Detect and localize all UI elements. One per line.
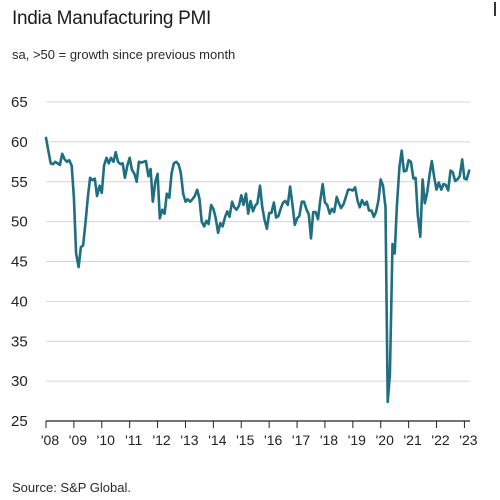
x-tick-label-2016: '16 (264, 432, 282, 448)
x-tick-label-2010: '10 (97, 432, 115, 448)
x-tick-label-2015: '15 (236, 432, 254, 448)
axes (45, 420, 470, 428)
y-tick-label-30: 30 (11, 373, 28, 390)
x-tick-label-2014: '14 (208, 432, 226, 448)
x-tick-label-2011: '11 (125, 432, 142, 448)
y-tick-labels: 25 30 35 40 45 50 55 60 65 (11, 94, 28, 430)
y-tick-label-65: 65 (11, 94, 28, 111)
x-tick-label-2019: '19 (348, 432, 366, 448)
series-line-0 (44, 136, 471, 404)
x-tick-label-2017: '17 (292, 432, 310, 448)
y-tick-label-35: 35 (11, 333, 28, 350)
x-tick-label-2009: '09 (69, 432, 87, 448)
y-tick-label-45: 45 (11, 254, 28, 271)
y-tick-label-55: 55 (11, 174, 28, 191)
gridlines (46, 101, 470, 382)
chart-title: India Manufacturing PMI (12, 8, 212, 29)
chart-source: Source: S&P Global. (12, 480, 131, 495)
x-tick-labels: '08 '09 '10 '11 '12 '13 '14 '15 '16 '17 '18 '19 '20 '… (41, 432, 478, 448)
x-tick-label-2020: '20 (376, 432, 394, 448)
y-tick-label-60: 60 (11, 134, 28, 151)
x-tick-label-2022: '22 (431, 432, 449, 448)
x-tick-label-2023: '23 (459, 432, 477, 448)
y-tick-label-40: 40 (11, 293, 28, 310)
x-tick-label-2021: '21 (404, 432, 422, 448)
frame-edge-mark (488, 2, 496, 16)
y-tick-label-25: 25 (11, 413, 28, 430)
chart-subtitle: sa, >50 = growth since previous month (12, 47, 236, 62)
x-tick-label-2018: '18 (320, 432, 338, 448)
x-tick-label-2008: '08 (41, 432, 59, 448)
series-layer (44, 136, 471, 404)
x-tick-label-2012: '12 (152, 432, 170, 448)
y-tick-label-50: 50 (11, 214, 28, 231)
x-tick-label-2013: '13 (180, 432, 198, 448)
